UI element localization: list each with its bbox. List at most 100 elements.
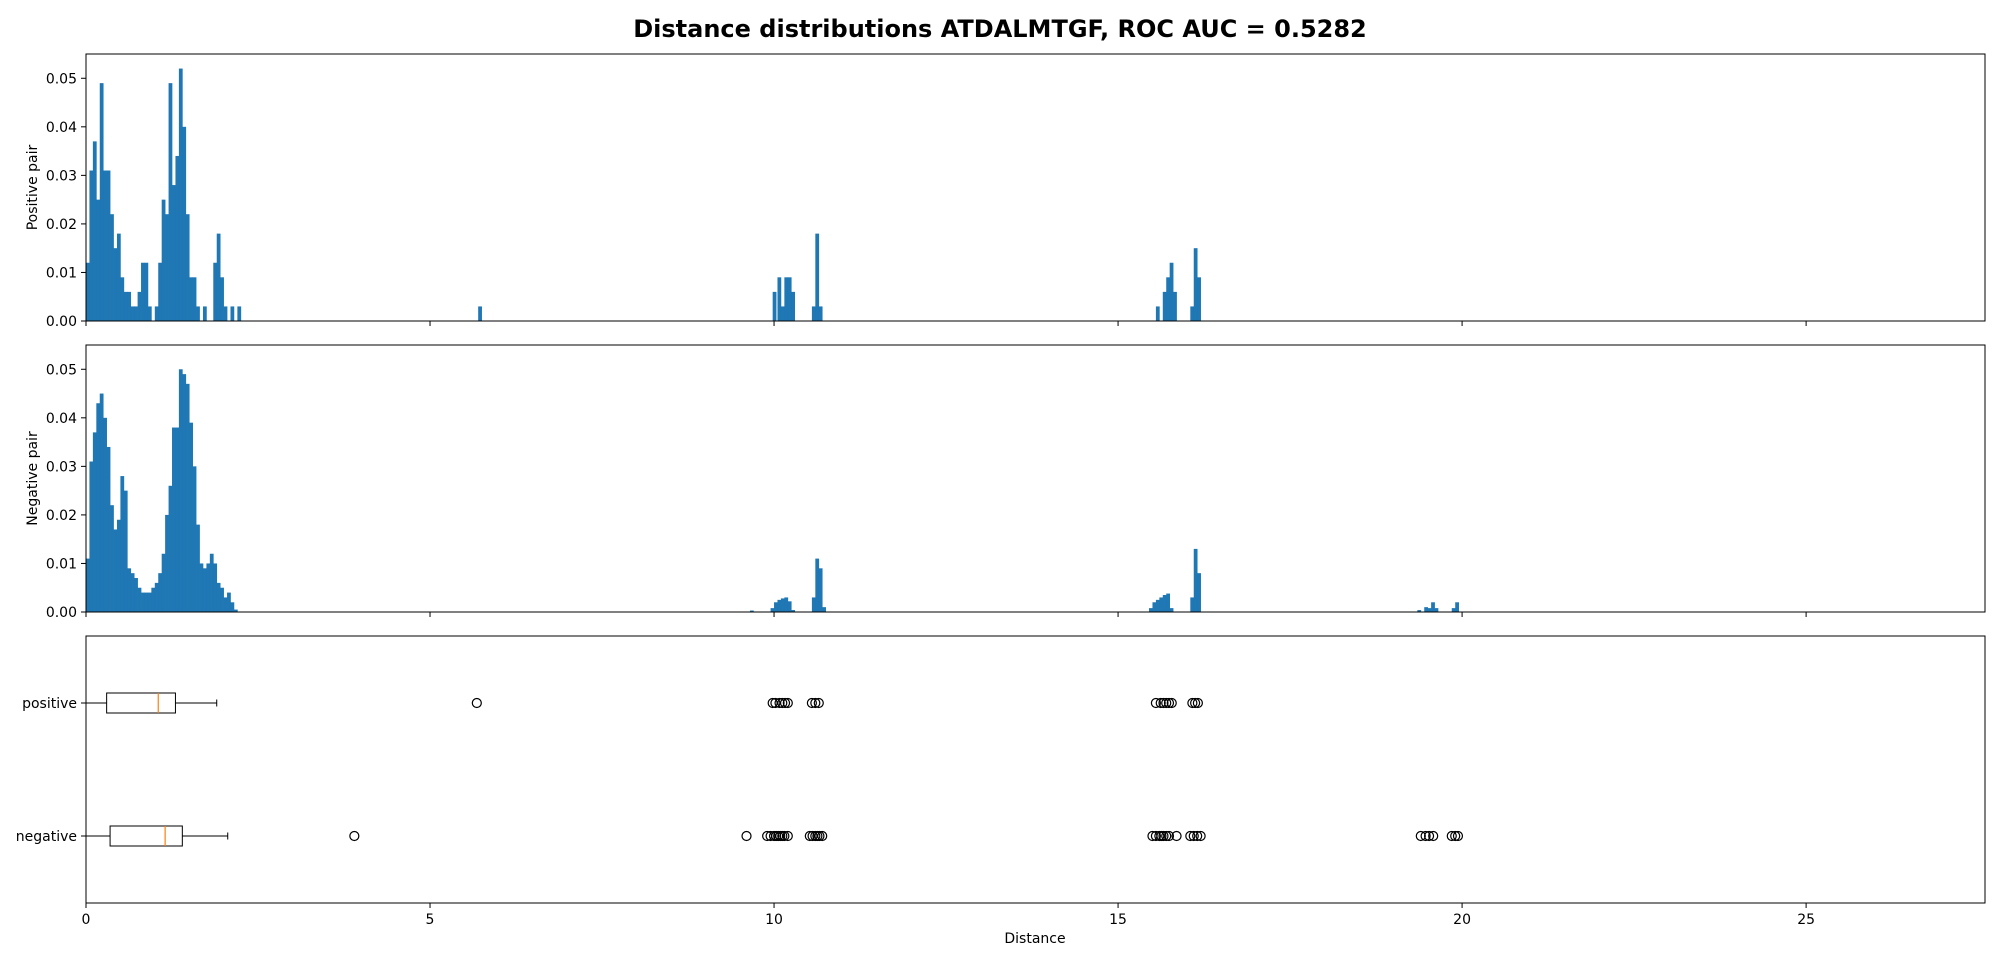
- positive-outlier: [777, 697, 788, 709]
- negative-bar: [220, 587, 224, 612]
- x-tick-label: 5: [426, 912, 435, 928]
- y-tick-label: 0.01: [46, 556, 77, 572]
- positive-bar: [777, 277, 782, 321]
- positive-outlier: [770, 697, 781, 709]
- negative-outlier: [1188, 830, 1199, 842]
- y-tick-label: 0.05: [46, 71, 77, 87]
- negative-bar: [815, 558, 820, 612]
- negative-bar: [202, 568, 207, 612]
- negative-bar: [189, 422, 193, 612]
- positive-bar: [787, 277, 792, 321]
- negative-bar: [175, 427, 180, 612]
- negative-bar: [1152, 602, 1157, 612]
- negative-bar: [1451, 608, 1456, 612]
- negative-bar: [1434, 608, 1439, 612]
- positive-bar: [237, 306, 242, 321]
- y-tick-label: 0.03: [46, 459, 77, 475]
- x-tick-label: 20: [1453, 912, 1471, 928]
- negative-bar: [223, 597, 228, 612]
- positive-bar: [120, 277, 125, 321]
- negative-bar: [96, 403, 101, 612]
- y-tick-label: 0.03: [46, 168, 77, 184]
- x-tick-label: 25: [1797, 912, 1815, 928]
- positive-outlier: [1166, 697, 1177, 709]
- negative-outlier: [1415, 830, 1426, 842]
- positive-histogram-panel: 0.00 0.01 0.02 0.03 0.04 0.05 Positive pair: [25, 53, 1986, 330]
- positive-bar: [220, 277, 224, 321]
- negative-outlier: [817, 830, 828, 842]
- positive-bar: [161, 199, 166, 321]
- negative-bar: [787, 601, 792, 612]
- negative-bar: [120, 476, 125, 612]
- positive-outlier: [810, 697, 821, 709]
- positive-outlier: [779, 697, 791, 709]
- positive-bar: [144, 262, 149, 321]
- negative-bar: [110, 505, 114, 612]
- positive-bar: [165, 214, 169, 321]
- positive-bar: [189, 277, 193, 321]
- negative-outlier: [1192, 830, 1203, 842]
- negative-bar: [192, 466, 197, 612]
- negative-outlier: [779, 830, 790, 842]
- negative-bar: [130, 573, 135, 612]
- negative-bar: [1166, 593, 1171, 612]
- y-tick-label: 0.04: [46, 120, 77, 136]
- negative-bar: [791, 610, 796, 612]
- positive-bar: [127, 291, 132, 321]
- negative-bar: [89, 461, 94, 612]
- negative-bar: [1155, 599, 1160, 612]
- positive-bar: [172, 185, 176, 321]
- positive-bar: [86, 262, 90, 321]
- positive-outlier: [1163, 697, 1175, 709]
- y-axis-label: Positive pair: [25, 144, 41, 230]
- negative-bar: [1431, 602, 1435, 612]
- negative-bar: [777, 599, 782, 612]
- positive-outlier: [813, 697, 824, 709]
- positive-bar: [223, 306, 228, 321]
- positive-bar: [106, 170, 111, 321]
- negative-outlier: [782, 830, 793, 842]
- positive-bar: [1190, 306, 1195, 321]
- negative-outlier: [807, 830, 818, 842]
- positive-bar: [182, 126, 187, 321]
- positive-outlier: [782, 697, 793, 709]
- positive-outlier: [1187, 697, 1198, 709]
- positive-bar: [92, 141, 97, 321]
- negative-bar: [811, 597, 816, 612]
- x-tick-label: 0: [82, 912, 91, 928]
- negative-outlier: [1185, 830, 1196, 842]
- axes-frame: [85, 635, 1986, 904]
- negative-bar: [770, 608, 775, 612]
- positive-outlier: [1161, 697, 1172, 709]
- negative-bar: [822, 607, 826, 612]
- negative-bar: [216, 582, 221, 612]
- negative-bar: [213, 563, 218, 612]
- negative-bar: [1190, 597, 1195, 612]
- positive-bar: [478, 306, 482, 321]
- negative-bar: [230, 602, 235, 612]
- negative-bar: [1427, 608, 1432, 612]
- positive-outlier: [471, 697, 482, 709]
- negative-outlier: [1150, 830, 1162, 842]
- positive-bar: [99, 83, 104, 321]
- positive-bar: [216, 233, 221, 321]
- positive-bar: [103, 170, 107, 321]
- x-axis-label: Distance: [1004, 931, 1065, 947]
- positive-outlier: [1150, 697, 1162, 709]
- negative-bar: [106, 446, 111, 612]
- negative-bar: [165, 514, 169, 612]
- x-tick-label: 15: [1109, 912, 1127, 928]
- negative-bar: [116, 519, 121, 612]
- negative-bar: [818, 568, 823, 612]
- negative-outlier: [349, 830, 360, 842]
- negative-bar: [154, 582, 159, 612]
- negative-outlier: [804, 830, 815, 842]
- positive-bar: [178, 68, 183, 321]
- negative-bar: [123, 490, 128, 612]
- positive-bar: [113, 248, 118, 321]
- negative-histogram-panel: 0.00 0.01 0.02 0.03 0.04 0.05 Negative pair: [25, 344, 1986, 621]
- negative-bar: [206, 563, 211, 612]
- negative-outlier: [1158, 830, 1169, 842]
- negative-outlier: [765, 830, 776, 842]
- negative-bar: [209, 553, 214, 612]
